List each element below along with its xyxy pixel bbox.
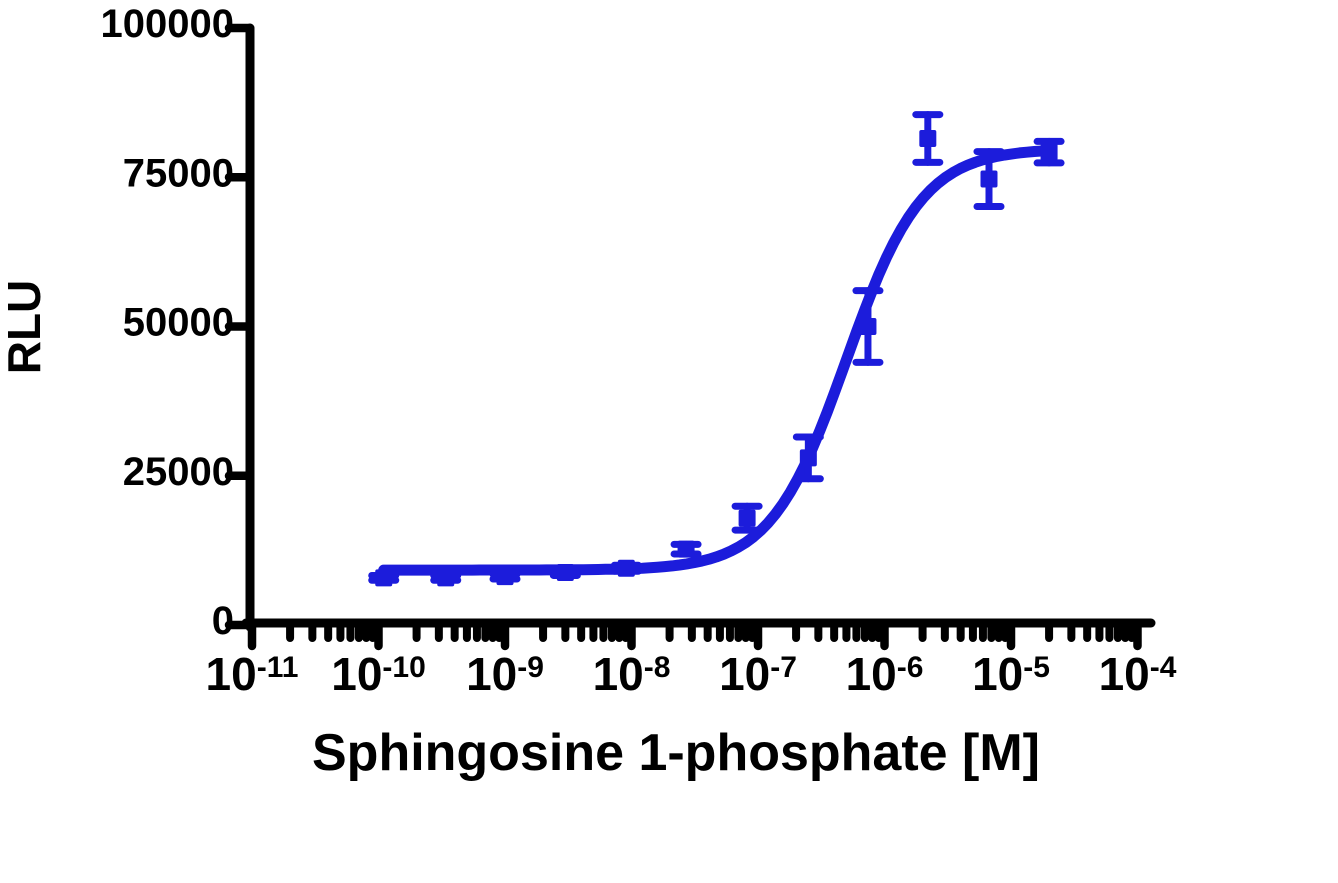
data-point-marker: [919, 129, 937, 147]
data-point-marker: [1040, 143, 1058, 161]
x-tick-label: 10-6: [846, 648, 924, 700]
x-tick-label: 10-5: [972, 648, 1050, 700]
data-point-marker: [859, 318, 877, 335]
fit-curve-layer: [378, 145, 1055, 576]
x-tick-label: 10-9: [466, 648, 544, 700]
axes-layer: [224, 23, 1156, 651]
x-tick-label: 10-4: [1099, 648, 1177, 700]
data-point-marker: [799, 449, 817, 467]
x-axis-title: Sphingosine 1-phosphate [M]: [312, 724, 1040, 782]
markers-layer: [375, 129, 1058, 587]
x-tick-label: 10-7: [719, 648, 797, 700]
y-tick-label: 25000: [123, 450, 234, 494]
y-tick-label: 100000: [101, 2, 234, 46]
data-point-marker: [437, 569, 455, 587]
x-tick-label: 10-8: [593, 648, 671, 700]
fit-curve: [378, 145, 1055, 576]
data-point-marker: [617, 559, 635, 577]
x-tick-label: 10-11: [206, 648, 299, 700]
data-point-marker: [556, 563, 574, 581]
y-axis-title: RLU: [0, 280, 50, 375]
data-point-marker: [496, 568, 514, 586]
error-bars-layer: [368, 111, 1065, 584]
y-tick-label: 50000: [123, 301, 234, 345]
y-tick-label: 0: [212, 599, 234, 643]
data-point-marker: [738, 509, 756, 527]
tick-labels-layer: 0 25000 50000 75000 100000 10-11 10-10 10-9 10-8…: [101, 2, 1177, 700]
data-point-marker: [375, 569, 393, 587]
data-point-marker: [677, 540, 695, 558]
data-point-marker: [980, 170, 998, 188]
x-tick-label: 10-10: [331, 648, 426, 700]
y-tick-label: 75000: [123, 151, 234, 195]
